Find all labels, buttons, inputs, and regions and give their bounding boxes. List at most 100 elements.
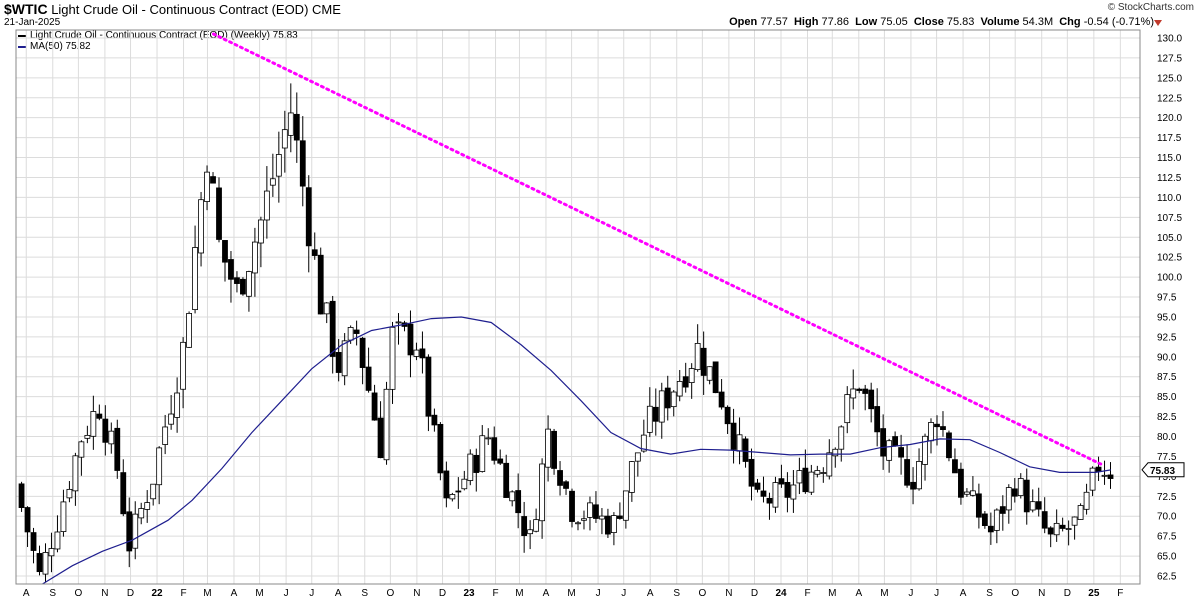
candle-body [473, 454, 480, 473]
candle-body [377, 417, 384, 459]
y-tick-label: 62.5 [1157, 572, 1177, 583]
volume-label: Volume [980, 16, 1020, 28]
candle [186, 311, 192, 348]
high-value: 77.86 [821, 16, 850, 28]
candle [1095, 456, 1102, 481]
candle [515, 473, 522, 529]
candle [1005, 484, 1012, 524]
candle [449, 492, 456, 502]
x-tick-label: N [413, 588, 420, 599]
candle [862, 384, 869, 411]
candle [114, 419, 121, 479]
x-tick-label: S [986, 588, 993, 599]
candle [958, 462, 964, 505]
candle [467, 449, 474, 486]
candle [892, 431, 899, 447]
candle [371, 384, 378, 421]
x-tick-label: M [515, 588, 523, 599]
candle-body [521, 516, 528, 536]
candle-body [132, 513, 139, 549]
resistance-trendline [211, 32, 1104, 466]
candle-body [754, 482, 761, 490]
candle-body [24, 507, 31, 533]
price-swatch [18, 34, 26, 37]
candle [389, 321, 396, 404]
candle-body [144, 502, 151, 510]
candle [257, 216, 264, 268]
candle [479, 425, 486, 473]
candle [18, 481, 25, 512]
y-tick-label: 120.0 [1157, 113, 1182, 124]
candle-body [646, 405, 653, 433]
candle [628, 461, 635, 502]
candle [443, 461, 450, 508]
candle-body [485, 437, 492, 440]
candle [150, 483, 157, 506]
candle [1083, 483, 1090, 515]
candle-body [54, 531, 61, 550]
candle [419, 331, 426, 374]
candle [736, 417, 743, 465]
y-tick-label: 102.5 [1157, 253, 1182, 264]
candle-body [407, 323, 414, 356]
candle [670, 390, 677, 417]
candle-body [222, 240, 228, 263]
candle-body [365, 366, 372, 391]
x-tick-label: M [880, 588, 888, 599]
candle-body [616, 515, 623, 519]
candle-body [886, 440, 893, 461]
candle-body [299, 140, 306, 187]
candle [545, 415, 551, 482]
candle-body [730, 422, 737, 450]
candle [910, 467, 916, 505]
candle [395, 313, 402, 345]
candle [766, 492, 773, 520]
candle [24, 506, 31, 547]
candle-body [539, 463, 546, 522]
candle-body [772, 482, 779, 508]
candle [228, 251, 234, 303]
x-tick-label: O [75, 588, 83, 599]
candle [575, 520, 581, 531]
candle-body [305, 187, 312, 247]
candle [880, 414, 887, 470]
candle-body [1059, 524, 1066, 529]
candle-body [1023, 479, 1030, 513]
candle-body [610, 515, 617, 534]
candle-body [634, 452, 641, 462]
candle [192, 225, 198, 314]
x-tick-label: D [751, 588, 758, 599]
candle [652, 388, 659, 436]
candle [886, 438, 893, 473]
candle [616, 502, 623, 520]
candle-body [198, 199, 204, 254]
legend-item-price: Light Crude Oil - Continuous Contract (E… [18, 30, 298, 41]
candle-body [156, 447, 163, 486]
candle-body [880, 428, 887, 457]
candle-body [862, 388, 869, 394]
candle [814, 465, 821, 478]
candle-body [455, 490, 462, 493]
open-label: Open [729, 16, 758, 28]
candle [287, 83, 294, 153]
candle [252, 227, 258, 297]
candle-body [425, 356, 432, 417]
candle [461, 470, 468, 491]
candle-body [760, 490, 767, 497]
candle [539, 458, 546, 539]
x-tick-label: J [309, 588, 314, 599]
y-tick-label: 110.0 [1157, 193, 1182, 204]
candle [365, 347, 372, 393]
candle-body [599, 515, 605, 520]
candle-body [36, 553, 43, 573]
candle-body [515, 490, 522, 514]
candle [359, 336, 366, 385]
candle [760, 476, 767, 503]
x-tick-label: O [386, 588, 394, 599]
candle-body [1083, 491, 1090, 510]
candle [922, 433, 928, 481]
candle [1065, 520, 1072, 546]
candle [1107, 462, 1114, 489]
x-tick-label: 25 [1088, 588, 1100, 599]
